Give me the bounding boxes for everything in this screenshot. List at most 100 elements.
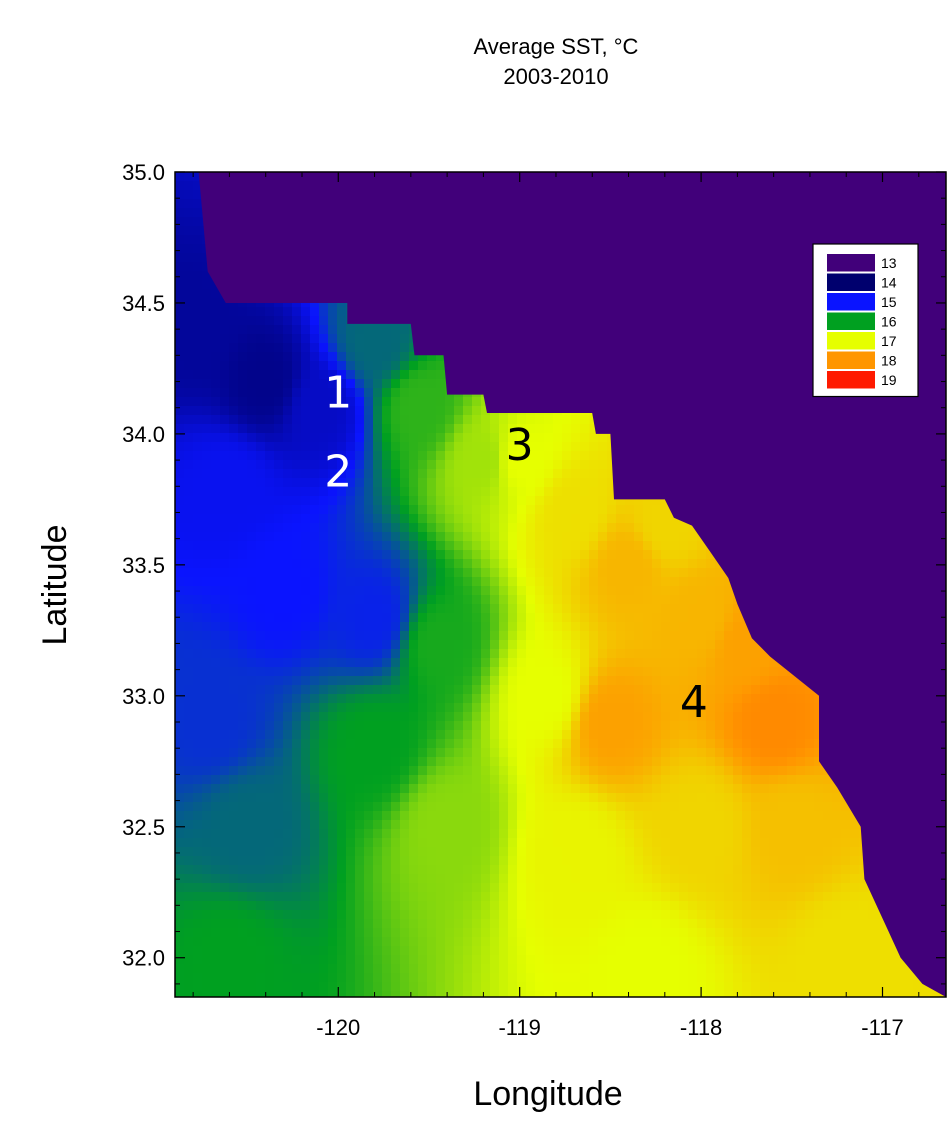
sst-cell (526, 487, 536, 497)
sst-cell (256, 352, 266, 362)
sst-cell (715, 568, 725, 578)
sst-cell (724, 577, 734, 587)
sst-cell (454, 649, 464, 659)
sst-cell (724, 649, 734, 659)
sst-cell (220, 469, 230, 479)
sst-cell (211, 523, 221, 533)
sst-cell (562, 550, 572, 560)
sst-cell (292, 622, 302, 632)
sst-cell (526, 595, 536, 605)
sst-cell (571, 559, 581, 569)
sst-cell (598, 658, 608, 668)
sst-cell (310, 514, 320, 524)
sst-cell (463, 559, 473, 569)
sst-cell (373, 676, 383, 686)
sst-cell (571, 604, 581, 614)
sst-cell (535, 667, 545, 677)
sst-cell (283, 307, 293, 317)
sst-cell (193, 505, 203, 515)
sst-cell (391, 658, 401, 668)
sst-cell (193, 451, 203, 461)
sst-cell (310, 352, 320, 362)
sst-cell (211, 541, 221, 551)
sst-cell (436, 451, 446, 461)
sst-cell (463, 433, 473, 443)
sst-cell (256, 667, 266, 677)
sst-cell (175, 325, 185, 335)
sst-cell (580, 487, 590, 497)
sst-cell (535, 595, 545, 605)
sst-cell (364, 667, 374, 677)
sst-cell (391, 460, 401, 470)
sst-cell (598, 532, 608, 542)
sst-cell (526, 460, 536, 470)
chart-subtitle: 2003-2010 (503, 64, 608, 89)
sst-cell (364, 361, 374, 371)
sst-cell (229, 442, 239, 452)
sst-cell (409, 469, 419, 479)
sst-cell (607, 595, 617, 605)
sst-cell (706, 595, 716, 605)
sst-cell (517, 595, 527, 605)
sst-cell (679, 649, 689, 659)
sst-cell (391, 541, 401, 551)
sst-cell (499, 478, 509, 488)
sst-cell (544, 622, 554, 632)
sst-cell (751, 658, 761, 668)
sst-cell (220, 442, 230, 452)
sst-cell (742, 649, 752, 659)
sst-cell (238, 532, 248, 542)
sst-cell (373, 667, 383, 677)
sst-cell (337, 406, 347, 416)
sst-cell (733, 631, 743, 641)
sst-cell (391, 667, 401, 677)
sst-cell (661, 631, 671, 641)
sst-cell (580, 532, 590, 542)
sst-cell (274, 316, 284, 326)
sst-cell (382, 469, 392, 479)
sst-cell (688, 541, 698, 551)
sst-cell (175, 631, 185, 641)
sst-cell (256, 415, 266, 425)
sst-cell (229, 316, 239, 326)
sst-cell (328, 640, 338, 650)
sst-cell (598, 523, 608, 533)
sst-cell (265, 640, 275, 650)
sst-cell (319, 658, 329, 668)
sst-cell (202, 325, 212, 335)
sst-cell (445, 550, 455, 560)
sst-cell (265, 433, 275, 443)
sst-cell (274, 532, 284, 542)
sst-cell (463, 460, 473, 470)
sst-cell (391, 559, 401, 569)
sst-cell (283, 658, 293, 668)
sst-cell (220, 496, 230, 506)
sst-cell (256, 469, 266, 479)
sst-cell (427, 622, 437, 632)
sst-cell (274, 685, 284, 695)
sst-cell (229, 640, 239, 650)
sst-cell (652, 514, 662, 524)
sst-cell (319, 523, 329, 533)
sst-cell (220, 604, 230, 614)
sst-cell (256, 514, 266, 524)
sst-cell (625, 667, 635, 677)
sst-cell (337, 631, 347, 641)
sst-cell (274, 577, 284, 587)
sst-cell (652, 586, 662, 596)
sst-cell (301, 424, 311, 434)
sst-cell (625, 613, 635, 623)
sst-cell (706, 685, 716, 695)
sst-cell (256, 478, 266, 488)
sst-cell (355, 658, 365, 668)
sst-cell (310, 604, 320, 614)
sst-cell (652, 667, 662, 677)
sst-cell (337, 397, 347, 407)
sst-cell (211, 622, 221, 632)
sst-cell (445, 595, 455, 605)
sst-cell (337, 658, 347, 668)
sst-cell (238, 424, 248, 434)
sst-cell (409, 568, 419, 578)
sst-cell (220, 640, 230, 650)
sst-cell (175, 379, 185, 389)
